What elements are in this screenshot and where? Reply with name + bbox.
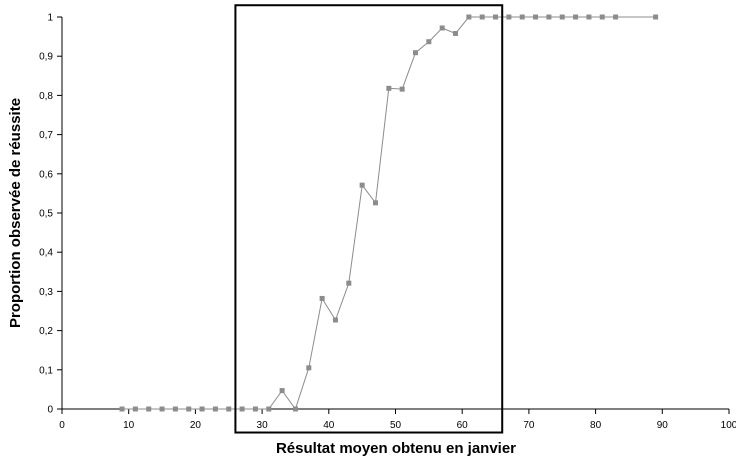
y-tick-label: 0: [47, 405, 53, 416]
data-point: [479, 14, 485, 20]
data-point: [252, 406, 258, 412]
y-tick-label: 0,2: [39, 326, 53, 337]
axes: [61, 17, 729, 410]
data-point: [533, 14, 539, 20]
highlight-box: [234, 4, 504, 434]
x-tick-label: 60: [457, 420, 469, 431]
data-point: [599, 14, 605, 20]
data-point: [359, 182, 365, 188]
x-axis-title: Résultat moyen obtenu en janvier: [276, 440, 516, 457]
data-point: [279, 388, 285, 394]
series: [119, 14, 659, 412]
data-point: [132, 406, 138, 412]
x-tick-label: 30: [257, 420, 269, 431]
y-tick-label: 1: [47, 13, 53, 24]
y-tick-label: 0,6: [39, 169, 53, 180]
data-point: [573, 14, 579, 20]
data-point: [239, 406, 245, 412]
data-point: [372, 200, 378, 206]
y-tick-label: 0,1: [39, 365, 53, 376]
data-point: [413, 50, 419, 56]
data-point: [653, 14, 659, 20]
data-point: [186, 406, 192, 412]
tick-marks: [57, 16, 730, 414]
data-point: [346, 280, 352, 286]
data-point: [306, 365, 312, 371]
series-line: [122, 16, 656, 411]
data-point: [399, 86, 405, 92]
data-point: [332, 317, 338, 323]
data-point: [439, 25, 445, 31]
y-tick-label: 0,4: [39, 248, 53, 259]
data-point: [159, 406, 165, 412]
y-tick-label: 0,8: [39, 91, 53, 102]
data-point: [319, 295, 325, 301]
data-point: [546, 14, 552, 20]
data-point: [466, 14, 472, 20]
data-point: [199, 406, 205, 412]
data-point: [226, 406, 232, 412]
data-point: [119, 406, 125, 412]
data-point: [586, 14, 592, 20]
data-point: [519, 14, 525, 20]
x-tick-label: 0: [59, 420, 65, 431]
data-point: [292, 406, 298, 412]
y-tick-label: 0,3: [39, 287, 53, 298]
y-tick-label: 0,9: [39, 52, 53, 63]
x-tick-label: 70: [523, 420, 535, 431]
x-tick-label: 40: [323, 420, 335, 431]
data-point: [453, 30, 459, 36]
data-point: [493, 14, 499, 20]
x-tick-label: 90: [657, 420, 669, 431]
x-tick-label: 100: [721, 420, 736, 431]
y-tick-label: 0,7: [39, 130, 53, 141]
data-point: [559, 14, 565, 20]
x-tick-label: 50: [390, 420, 402, 431]
x-tick-labels: 0 10 20 30 40 50 60 70 80 90 100: [59, 420, 736, 431]
data-point: [212, 406, 218, 412]
data-point: [613, 14, 619, 20]
data-point: [146, 406, 152, 412]
highlight-box-layer: [234, 4, 504, 434]
data-point: [506, 14, 512, 20]
y-tick-labels: 0 0,1 0,2 0,3 0,4 0,5 0,6 0,7 0,8 0,9 1: [39, 13, 53, 416]
x-tick-label: 80: [590, 420, 602, 431]
data-point: [266, 406, 272, 412]
y-axis-title: Proportion observée de réussite: [7, 98, 24, 328]
y-tick-label: 0,5: [39, 209, 53, 220]
x-tick-label: 10: [123, 420, 135, 431]
data-point: [172, 406, 178, 412]
x-tick-label: 20: [190, 420, 202, 431]
data-point: [386, 85, 392, 91]
data-point: [426, 39, 432, 45]
